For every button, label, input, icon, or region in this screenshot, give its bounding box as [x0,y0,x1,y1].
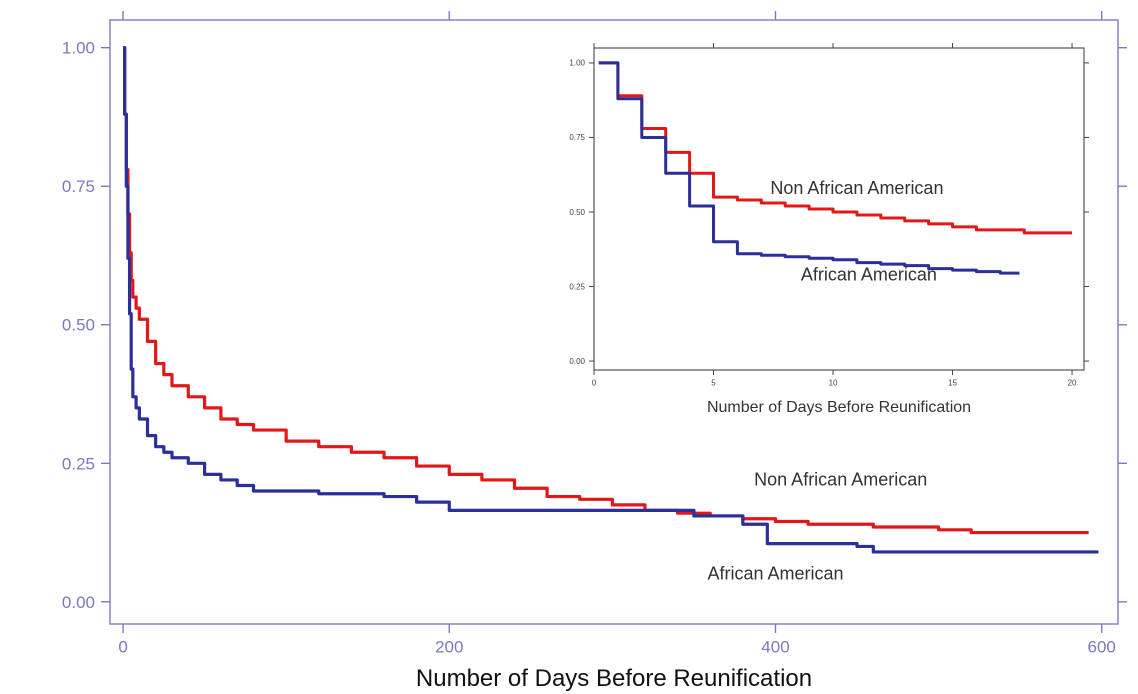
inset-x-tick-label: 15 [948,378,957,387]
inset-series-label: African American [801,265,937,285]
main-y-tick-label: 1.00 [62,39,95,58]
inset-y-tick-label: 0.75 [569,133,585,142]
inset-series-non-african-american [598,61,1073,235]
main-series-label: African American [707,564,843,584]
main-y-tick-label: 0.25 [62,454,95,473]
main-y-tick-label: 0.00 [62,593,95,612]
inset-x-tick-label: 0 [592,378,597,387]
inset-y-tick-label: 0.50 [569,208,585,217]
inset-y-tick-label: 1.00 [569,59,585,68]
main-x-tick-label: 200 [435,638,463,657]
inset-background [592,48,1084,370]
inset-plot: 0.00 0.25 0.50 0.75 1.00 0 5 10 15 20 Number of Da… [569,43,1089,416]
main-series-african-american [123,46,1099,554]
inset-x-tick-label: 10 [829,378,838,387]
inset-series-label: Non African American [770,178,943,198]
inset-x-tick-label: 5 [711,378,716,387]
inset-series-african-american [598,61,1020,275]
main-x-tick-label: 400 [761,638,789,657]
inset-x-axis-title: Number of Days Before Reunification [707,399,971,416]
inset-y-tick-label: 0.25 [569,282,585,291]
inset-x-tick-label: 20 [1068,378,1077,387]
main-series-non-african-american [123,46,1089,535]
main-y-tick-label: 0.75 [62,177,95,196]
main-y-tick-label: 0.50 [62,316,95,335]
main-x-tick-label: 0 [118,638,127,657]
inset-plot-frame [593,47,1085,371]
main-plot-frame [109,19,1119,625]
main-series-label: Non African American [754,469,927,489]
inset-y-tick-label: 0.00 [569,357,585,366]
main-x-tick-label: 600 [1088,638,1116,657]
main-x-axis-title: Number of Days Before Reunification [416,665,812,692]
